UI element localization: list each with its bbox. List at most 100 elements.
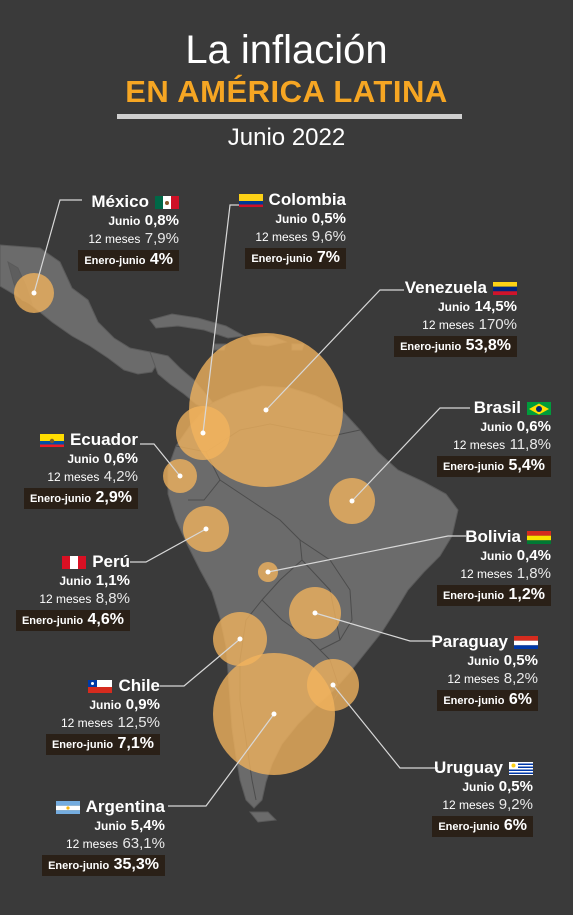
doce-meses-label: 12 meses xyxy=(39,592,92,606)
doce-meses-label: 12 meses xyxy=(65,837,118,851)
enero-junio-badge: Enero-junio 6% xyxy=(437,690,538,711)
venezuela-leader xyxy=(265,289,404,411)
title-divider xyxy=(117,114,462,119)
country-name: Ecuador xyxy=(69,430,138,449)
country-name: Bolivia xyxy=(465,527,521,546)
junio-label: Junio xyxy=(480,549,513,563)
enero-junio-value: 4% xyxy=(149,251,173,268)
doce-meses-label: 12 meses xyxy=(47,470,100,484)
mexico-leader xyxy=(33,199,82,294)
country-name: Argentina xyxy=(85,797,165,816)
enero-junio-badge: Enero-junio 4% xyxy=(78,250,179,271)
junio-label: Junio xyxy=(275,212,308,226)
enero-junio-value: 1,2% xyxy=(508,586,545,603)
enero-junio-label: Enero-junio xyxy=(438,821,500,833)
argentina-flag-icon xyxy=(55,800,80,814)
enero-junio-label: Enero-junio xyxy=(48,860,110,872)
doce-meses-label: 12 meses xyxy=(453,438,506,452)
enero-junio-badge: Enero-junio 6% xyxy=(432,816,533,837)
doce-meses-value: 8,2% xyxy=(503,670,538,687)
bolivia-flag-icon xyxy=(527,530,551,544)
uruguay-leader xyxy=(332,684,438,769)
doce-meses-value: 63,1% xyxy=(122,835,165,852)
country-name: Perú xyxy=(92,552,130,571)
bolivia-leader xyxy=(267,535,466,573)
mexico-flag-icon xyxy=(155,195,179,209)
enero-junio-value: 4,6% xyxy=(87,611,124,628)
country-name: Uruguay xyxy=(434,758,503,777)
country-name: Venezuela xyxy=(404,278,487,297)
country-name: Paraguay xyxy=(431,632,508,651)
junio-value: 0,6% xyxy=(516,418,551,435)
enero-junio-label: Enero-junio xyxy=(442,461,505,473)
junio-label: Junio xyxy=(59,574,92,588)
colombia-flag-icon xyxy=(238,193,263,207)
junio-value: 5,4% xyxy=(130,817,165,834)
enero-junio-badge: Enero-junio 7% xyxy=(245,248,346,269)
junio-value: 0,8% xyxy=(144,212,179,229)
enero-junio-badge: Enero-junio 4,6% xyxy=(15,610,130,631)
chile-leader xyxy=(160,638,241,687)
country-card-paraguay: Paraguay Junio 0,5% 12 meses 8,2% Enero-… xyxy=(431,632,538,711)
brazil-leader xyxy=(351,407,470,502)
enero-junio-value: 35,3% xyxy=(113,856,159,873)
enero-junio-value: 53,8% xyxy=(465,337,511,354)
enero-junio-label: Enero-junio xyxy=(21,615,84,627)
junio-value: 0,5% xyxy=(311,210,346,227)
leader-lines xyxy=(33,199,470,807)
junio-label: Junio xyxy=(108,214,141,228)
country-card-ecuador: Ecuador Junio 0,6% 12 meses 4,2% Enero-j… xyxy=(23,430,138,509)
enero-junio-value: 7% xyxy=(316,249,340,266)
doce-meses-value: 8,8% xyxy=(95,590,130,607)
enero-junio-badge: Enero-junio 7,1% xyxy=(45,734,160,755)
peru-leader xyxy=(130,528,207,563)
enero-junio-value: 6% xyxy=(503,817,527,834)
junio-value: 1,1% xyxy=(95,572,130,589)
ecuador-flag-icon xyxy=(39,433,64,447)
enero-junio-label: Enero-junio xyxy=(29,493,92,505)
enero-junio-label: Enero-junio xyxy=(400,341,462,353)
junio-value: 0,4% xyxy=(516,547,551,564)
junio-value: 0,6% xyxy=(103,450,138,467)
enero-junio-value: 7,1% xyxy=(117,735,154,752)
country-card-chile: Chile Junio 0,9% 12 meses 12,5% Enero-ju… xyxy=(45,676,160,755)
junio-value: 0,9% xyxy=(125,696,160,713)
junio-label: Junio xyxy=(67,452,100,466)
ecuador-leader xyxy=(140,443,181,477)
junio-label: Junio xyxy=(467,654,500,668)
doce-meses-label: 12 meses xyxy=(422,318,475,332)
enero-junio-badge: Enero-junio 35,3% xyxy=(42,855,165,876)
doce-meses-label: 12 meses xyxy=(447,672,500,686)
doce-meses-value: 11,8% xyxy=(509,436,551,453)
enero-junio-badge: Enero-junio 1,2% xyxy=(436,585,551,606)
junio-label: Junio xyxy=(480,420,513,434)
paraguay-leader xyxy=(314,612,434,642)
enero-junio-badge: Enero-junio 2,9% xyxy=(23,488,138,509)
country-card-argentina: Argentina Junio 5,4% 12 meses 63,1% Ener… xyxy=(42,797,165,876)
country-card-colombia: Colombia Junio 0,5% 12 meses 9,6% Enero-… xyxy=(238,190,346,269)
enero-junio-label: Enero-junio xyxy=(251,253,313,265)
cuba xyxy=(149,313,246,339)
tierra-del-fuego xyxy=(248,811,278,823)
junio-label: Junio xyxy=(462,780,495,794)
junio-label: Junio xyxy=(438,300,470,314)
enero-junio-value: 5,4% xyxy=(508,457,545,474)
peru-flag-icon xyxy=(62,555,87,569)
doce-meses-label: 12 meses xyxy=(255,230,308,244)
doce-meses-value: 9,6% xyxy=(311,228,346,245)
uruguay-flag-icon xyxy=(509,761,533,775)
enero-junio-label: Enero-junio xyxy=(84,255,146,267)
country-name: Brasil xyxy=(473,398,521,417)
enero-junio-badge: Enero-junio 5,4% xyxy=(436,456,551,477)
country-card-brasil: Brasil Junio 0,6% 12 meses 11,8% Enero-j… xyxy=(436,398,551,477)
country-name: Chile xyxy=(118,676,160,695)
country-name: México xyxy=(91,192,149,211)
page-title: La inflación xyxy=(185,28,388,72)
enero-junio-value: 6% xyxy=(508,691,532,708)
country-card-bolivia: Bolivia Junio 0,4% 12 meses 1,8% Enero-j… xyxy=(436,527,551,606)
junio-value: 0,5% xyxy=(498,778,533,795)
junio-value: 14,5% xyxy=(474,298,517,315)
country-name: Colombia xyxy=(268,190,346,209)
